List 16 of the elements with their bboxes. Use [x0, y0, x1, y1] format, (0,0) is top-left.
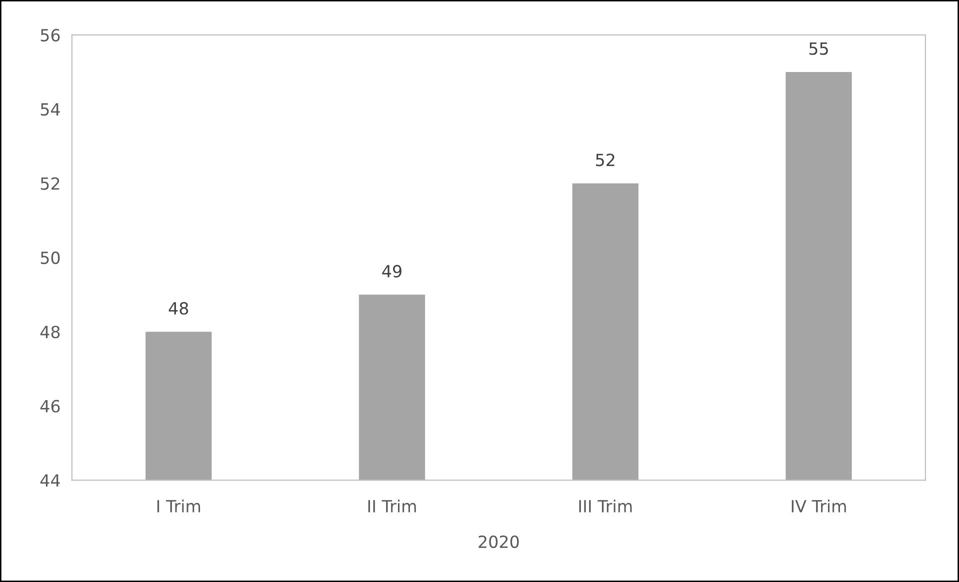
x-tick-label: II Trim: [368, 500, 416, 512]
x-axis-title: 2020: [478, 535, 519, 548]
y-tick-label: 44: [40, 474, 60, 486]
y-tick-label: 50: [40, 251, 60, 264]
y-tick-label: 48: [40, 326, 60, 338]
data-label: 49: [382, 264, 402, 278]
y-tick-label: 56: [40, 28, 60, 42]
y-tick-label: 46: [40, 400, 60, 413]
x-tick-label: IV Trim: [792, 500, 846, 512]
y-tick-label: 54: [40, 103, 60, 116]
x-tick-label: III Trim: [579, 500, 632, 512]
data-label: 52: [596, 154, 614, 166]
data-label: 48: [168, 302, 188, 315]
data-label: 55: [809, 42, 828, 55]
x-tick-label: I Trim: [157, 500, 200, 512]
y-tick-label: 52: [40, 177, 60, 190]
